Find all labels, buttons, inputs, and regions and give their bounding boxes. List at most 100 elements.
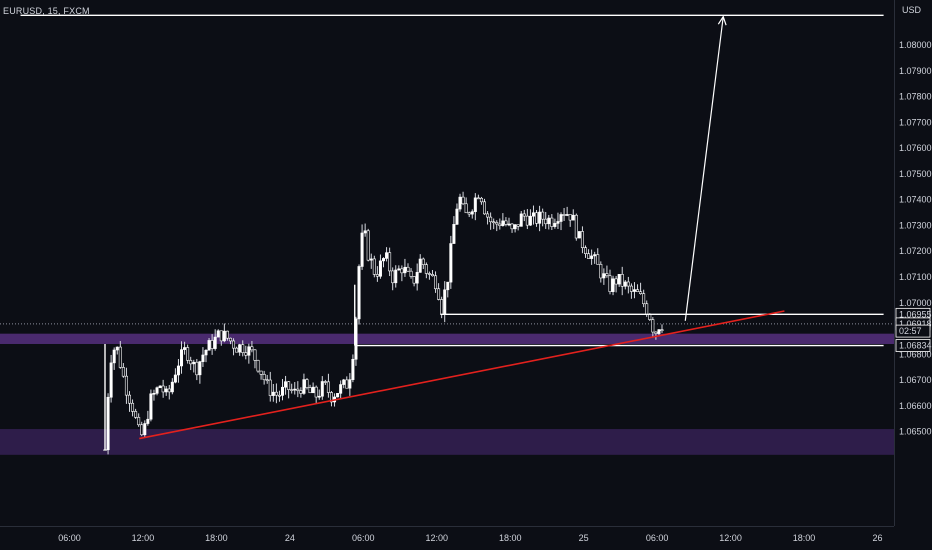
candle-body	[473, 197, 477, 212]
candle-body	[626, 281, 630, 287]
candle-body	[528, 215, 532, 226]
candle-body	[222, 330, 226, 342]
x-tick-label: 24	[285, 533, 295, 543]
candle-body	[127, 394, 131, 404]
candle-body	[186, 347, 190, 361]
candle-body	[339, 384, 343, 394]
candle-body	[605, 273, 609, 277]
candle-body	[519, 213, 523, 227]
candle-body	[412, 276, 416, 284]
y-tick-label: 1.06700	[899, 375, 932, 385]
candle-body	[629, 285, 633, 292]
candle-body	[424, 264, 428, 274]
candle-body	[636, 289, 640, 293]
candle-body	[617, 274, 621, 285]
candle-body	[262, 373, 266, 381]
candle-body	[164, 388, 168, 393]
candle-body	[372, 258, 376, 275]
candle-body	[614, 278, 618, 285]
candle-body	[323, 381, 327, 383]
candle-body	[342, 379, 346, 385]
projection-arrow	[684, 16, 724, 321]
candle-body	[259, 370, 263, 375]
candle-body	[461, 196, 465, 205]
candle-body	[516, 224, 520, 227]
candle-body	[452, 224, 456, 244]
price-tag-label: 02:57	[899, 326, 922, 336]
candle-body	[195, 361, 199, 376]
candle-body	[476, 197, 480, 200]
candle-body	[326, 381, 330, 393]
candle-body	[446, 281, 450, 291]
candle-body	[443, 289, 447, 315]
x-tick-label: 06:00	[58, 533, 81, 543]
price-zone-1	[0, 429, 894, 455]
price-tag-label: 1.06834	[899, 341, 932, 351]
candle-body	[547, 217, 551, 225]
candle-body	[210, 340, 214, 349]
candle-body	[449, 243, 453, 283]
candle-body	[562, 214, 566, 216]
candle-body	[467, 212, 471, 215]
candle-body	[587, 253, 591, 259]
candle-body	[189, 360, 193, 365]
candle-body	[345, 379, 349, 389]
candle-body	[201, 354, 205, 362]
candle-body	[170, 381, 174, 393]
candle-body	[219, 330, 223, 342]
candle-body	[385, 252, 389, 259]
candle-body	[495, 222, 499, 225]
candle-body	[458, 196, 462, 210]
candle-body	[660, 329, 664, 331]
candle-body	[440, 299, 444, 315]
candle-body	[155, 387, 159, 394]
x-tick-label: 18:00	[793, 533, 816, 543]
candle-body	[152, 393, 156, 395]
candle-body	[103, 449, 107, 451]
candle-body	[590, 255, 594, 259]
candle-body	[510, 223, 514, 230]
candle-body	[648, 314, 652, 320]
candle-body	[241, 344, 245, 353]
candle-body	[427, 273, 431, 275]
price-tag-label: 1.06955	[899, 309, 932, 319]
candle-body	[296, 388, 300, 391]
candle-body	[274, 391, 278, 396]
candle-body	[608, 275, 612, 292]
trendline	[139, 310, 785, 440]
candle-body	[314, 386, 318, 398]
price-tag	[895, 324, 931, 338]
price-zone-0	[0, 333, 894, 344]
candle-body	[357, 266, 361, 320]
candle-body	[287, 381, 291, 390]
candle-body	[112, 349, 116, 364]
candle-body	[602, 273, 606, 279]
candle-body	[541, 211, 545, 220]
y-tick-label: 1.06600	[899, 401, 932, 411]
candle-body	[140, 424, 144, 436]
price-tag-label: 1.06918	[899, 319, 932, 329]
candle-body	[238, 344, 242, 353]
candle-body	[544, 218, 548, 225]
candle-body	[204, 349, 208, 356]
y-tick-label: 1.07800	[899, 92, 932, 102]
candle-body	[651, 319, 655, 333]
candle-body	[118, 346, 122, 368]
candle-body	[525, 215, 529, 226]
candle-body	[483, 201, 487, 215]
candle-body	[415, 272, 419, 284]
candle-body	[409, 270, 413, 277]
candle-body	[654, 331, 658, 334]
candle-body	[479, 197, 483, 203]
candle-body	[121, 367, 125, 377]
x-tick-label: 12:00	[132, 533, 155, 543]
candle-body	[406, 266, 410, 272]
symbol-label: EURUSD, 15, FXCM	[3, 6, 90, 16]
candle-body	[253, 349, 257, 361]
y-tick-label: 1.07400	[899, 195, 932, 205]
candle-body	[611, 278, 615, 292]
candle-body	[455, 208, 459, 225]
candle-body	[535, 212, 539, 224]
candle-body	[559, 214, 563, 222]
